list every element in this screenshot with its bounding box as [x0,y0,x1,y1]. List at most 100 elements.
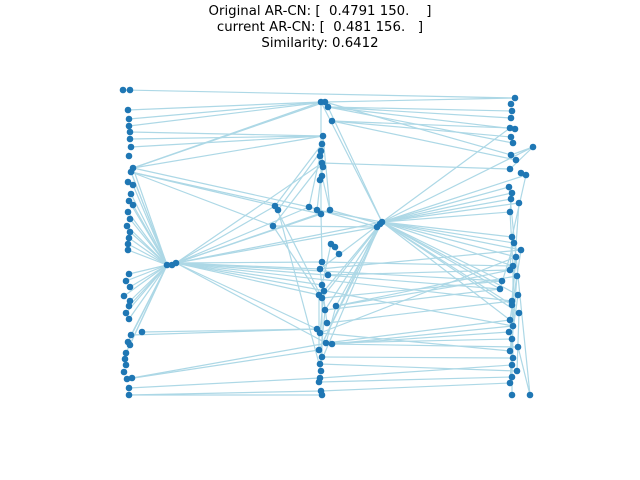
graph-node [125,122,133,130]
graph-edge [381,221,517,258]
graph-edge [381,192,513,223]
graph-edge [335,275,518,307]
graph-nodes [119,86,537,399]
graph-node [323,319,331,327]
graph-node [122,309,130,317]
graph-edge [127,243,168,266]
graph-edge [175,261,323,264]
graph-node [508,361,516,369]
graph-node [513,367,521,375]
graph-edge [130,328,318,336]
graph-node [507,100,515,108]
graph-edge [324,97,516,103]
graph-edge [319,332,511,352]
graph-node [119,86,127,94]
graph-node [331,243,339,251]
graph-node [316,360,324,368]
graph-node [125,152,133,160]
graph-node [123,222,131,230]
graph-node [126,86,134,94]
graph-node [508,335,516,343]
graph-edge [128,377,321,389]
graph-edge [321,226,378,345]
graph-node [124,240,132,248]
graph-node [507,151,515,159]
graph-node [124,208,132,216]
graph-edge [175,226,378,264]
graph-node [172,259,180,267]
graph-edge [272,162,323,227]
graph-node [125,270,133,278]
graph-edge [327,106,516,130]
graph-node [326,206,334,214]
graph-edge [274,205,323,299]
graph-edge [325,338,513,344]
graph-node [514,343,522,351]
graph-node [126,135,134,143]
graph-edge [381,221,520,314]
original-ar-cn-label: Original AR-CN: [ 0.4791 150. ] [208,4,432,19]
graph-edge [132,204,168,266]
graph-node [506,165,514,173]
graph-edge [324,288,501,311]
graph-node [505,328,513,336]
graph-edge [381,221,519,296]
graph-node [122,277,130,285]
graph-node [522,171,530,179]
graph-node [274,206,282,214]
graph-node [515,199,523,207]
graph-edge [128,237,168,266]
graph-node [320,287,328,295]
graph-node [126,283,134,291]
graph-edge [381,221,522,251]
graph-node [316,329,324,337]
graph-edge [331,120,517,161]
graph-node [321,306,329,314]
graph-node [508,189,516,197]
graph-node [122,349,130,357]
graph-node [509,139,517,147]
graph-edge [130,193,168,266]
graph-node [125,234,133,242]
graph-edge [175,205,276,264]
graph-edge [319,221,383,270]
graph-edge [129,131,324,137]
graph-node [324,103,332,111]
graph-edge [127,249,168,266]
graph-node [506,208,514,216]
graph-edge [319,256,517,334]
graph-node [317,210,325,218]
graph-node [126,341,134,349]
graph-edge [272,225,378,228]
graph-edge [319,363,518,372]
graph-node [125,391,133,399]
graph-edge [319,223,381,365]
graph-node [328,340,336,348]
graph-edge [175,162,323,264]
graph-node [317,147,325,155]
graph-node [318,281,326,289]
graph-node [506,347,514,355]
graph-edge [381,198,512,223]
graph-edge [319,249,522,270]
graph-node [378,218,386,226]
graph-node [316,265,324,273]
graph-edge [327,106,512,119]
graph-node [315,346,323,354]
graph-edge [508,186,531,396]
graph-node [125,302,133,310]
graph-node [125,115,133,123]
graph-node [128,374,136,382]
graph-node [316,152,324,160]
graph-node [508,301,516,309]
graph-node [121,355,129,363]
graph-node [319,132,327,140]
graph-edge [509,146,534,170]
graph-node [321,98,329,106]
graph-edge [131,343,323,379]
graph-edge [329,209,381,225]
graph-node [124,106,132,114]
graph-edge [319,364,513,379]
graph-node [122,361,130,369]
